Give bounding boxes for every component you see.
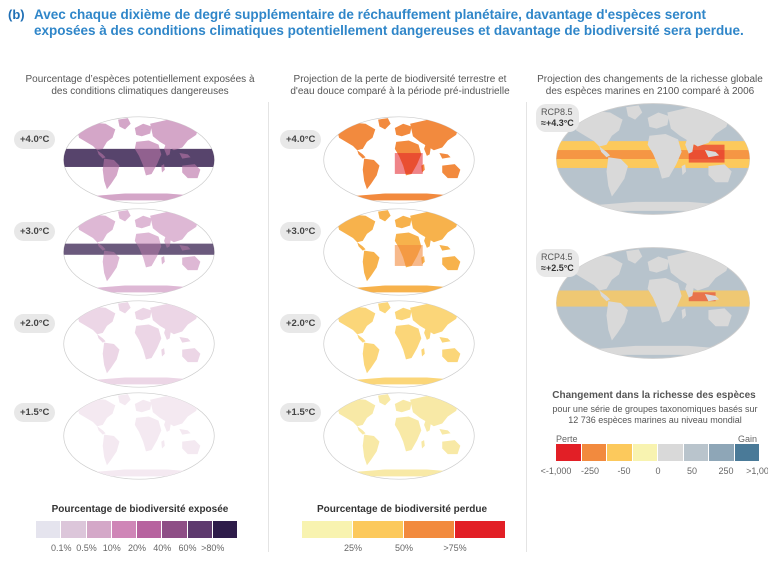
legend-tick-label: 40% — [153, 543, 172, 553]
warming-level-badge: +3.0°C — [280, 222, 322, 241]
warming-level-badge: +4.0°C — [280, 130, 322, 149]
column-divider — [526, 102, 527, 552]
scenario-level: ≈+4.3°C — [541, 118, 574, 128]
warming-level-badge: +1.5°C — [14, 403, 56, 422]
legend-swatch — [302, 521, 352, 538]
legend-swatch — [455, 521, 505, 538]
legend-tick-label: 25% — [343, 543, 362, 553]
legend-swatch — [353, 521, 403, 538]
exposure-legend-title: Pourcentage de biodiversité exposée — [51, 504, 229, 515]
legend-swatch — [162, 521, 187, 538]
legend-tick-label: >80% — [201, 543, 225, 553]
legend-swatch — [581, 444, 606, 461]
warming-level-badge: +2.0°C — [280, 314, 322, 333]
scenario-level: ≈+2.5°C — [541, 263, 574, 273]
marine-legend-gain-label: Gain — [738, 434, 758, 444]
exposure-column-title: Pourcentage d’espèces potentiellement ex… — [25, 74, 255, 97]
legend-tick-label: >1,000 — [746, 466, 768, 476]
legend-swatch — [709, 444, 734, 461]
marine-map-rcp85 — [545, 100, 761, 218]
legend-swatch — [212, 521, 237, 538]
legend-swatch — [137, 521, 162, 538]
legend-tick-label: -250 — [580, 466, 599, 476]
scenario-label: RCP8.5 — [541, 107, 573, 117]
legend-swatch — [734, 444, 759, 461]
warming-level-badge: +4.0°C — [14, 130, 56, 149]
legend-tick-label: 60% — [178, 543, 197, 553]
legend-swatch — [36, 521, 61, 538]
column-divider — [268, 102, 269, 552]
legend-swatch — [61, 521, 86, 538]
scenario-label: RCP4.5 — [541, 252, 573, 262]
legend-swatch — [632, 444, 657, 461]
scenario-badge: RCP8.5 ≈+4.3°C — [536, 104, 579, 132]
marine-map-rcp45 — [545, 244, 761, 362]
marine-legend-loss-label: Perte — [556, 434, 578, 444]
legend-tick-label: 20% — [127, 543, 146, 553]
exposure-map-3-0 — [32, 206, 246, 298]
panel-tag: (b) — [8, 7, 25, 22]
legend-swatch — [607, 444, 632, 461]
loss-map-2-0 — [292, 298, 506, 390]
legend-swatch — [658, 444, 683, 461]
legend-swatch — [404, 521, 454, 538]
exposure-map-2-0 — [32, 298, 246, 390]
legend-tick-label: 0 — [655, 466, 661, 476]
loss-map-4-0 — [292, 114, 506, 206]
loss-column-title: Projection de la perte de biodiversité t… — [290, 74, 510, 97]
legend-swatch — [187, 521, 212, 538]
exposure-map-4-0 — [32, 114, 246, 206]
marine-column-title: Projection des changements de la richess… — [537, 74, 763, 97]
exposure-map-1-5 — [32, 390, 246, 482]
figure-title: Avec chaque dixième de degré supplémenta… — [34, 7, 744, 38]
legend-tick-label: 10% — [102, 543, 121, 553]
legend-tick-label: 250 — [718, 466, 734, 476]
legend-tick-label: <-1,000 — [540, 466, 572, 476]
loss-map-3-0 — [292, 206, 506, 298]
legend-swatch — [111, 521, 136, 538]
loss-legend-title: Pourcentage de biodiversité perdue — [316, 504, 488, 515]
legend-tick-label: 50 — [686, 466, 697, 476]
legend-swatch — [556, 444, 581, 461]
warming-level-badge: +3.0°C — [14, 222, 56, 241]
legend-swatch — [86, 521, 111, 538]
marine-legend-subtitle: pour une série de groupes taxonomiques b… — [552, 404, 758, 425]
loss-map-1-5 — [292, 390, 506, 482]
warming-level-badge: +1.5°C — [280, 403, 322, 422]
warming-level-badge: +2.0°C — [14, 314, 56, 333]
legend-tick-label: 0.5% — [76, 543, 97, 553]
legend-tick-label: >75% — [443, 543, 467, 553]
legend-tick-label: 0.1% — [50, 543, 72, 553]
scenario-badge: RCP4.5 ≈+2.5°C — [536, 249, 579, 277]
legend-tick-label: -50 — [617, 466, 631, 476]
legend-tick-label: 50% — [394, 543, 413, 553]
marine-legend-title: Changement dans la richesse des espèces — [552, 390, 756, 401]
legend-swatch — [683, 444, 708, 461]
